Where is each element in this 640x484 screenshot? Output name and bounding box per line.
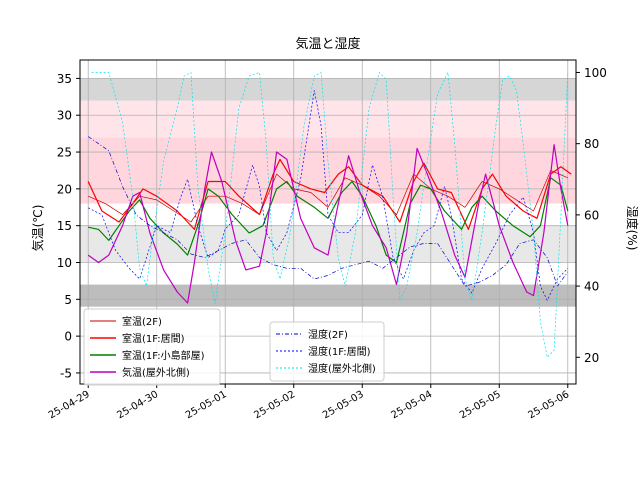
x-tick-label: 25-05-01: [184, 389, 229, 421]
y-tick-label-left: 20: [57, 182, 72, 196]
legend-humidity: 湿度(2F) 湿度(1F:居間) 湿度(屋外北側): [269, 321, 385, 382]
series-lines: [87, 72, 572, 358]
y-tick-label-left: -5: [60, 366, 72, 380]
legend-label: 湿度(1F:居間): [308, 345, 371, 358]
plot-frame: [79, 59, 577, 385]
legend-label: 湿度(2F): [308, 328, 348, 341]
x-tick-label: 25-05-06: [526, 389, 571, 421]
legend-label: 湿度(屋外北側): [308, 362, 376, 375]
y-tick-label-left: 35: [57, 72, 72, 86]
legend-temperature: 室温(2F) 室温(1F:居間) 室温(1F:小島部屋) 気温(屋外北側): [83, 308, 221, 386]
y-tick-label-right: 60: [584, 208, 599, 222]
legend-label: 室温(1F:居間): [122, 332, 185, 345]
y-tick-label-left: 25: [57, 146, 72, 160]
series-line: [87, 158, 572, 230]
legend-box: [83, 308, 221, 386]
y-tick-label-right: 40: [584, 280, 599, 294]
x-tick-label: 25-05-05: [458, 389, 503, 421]
series-line: [91, 72, 569, 358]
series-line: [88, 136, 569, 287]
chart-title: 気温と湿度: [295, 36, 360, 52]
threshold-band: [80, 137, 576, 204]
y-axis-label-left: 気温(℃): [30, 205, 45, 252]
x-tick-label: 25-05-04: [389, 389, 434, 421]
y-tick-label-right: 20: [584, 351, 599, 365]
threshold-bands: [80, 78, 576, 307]
series-line: [88, 177, 569, 264]
threshold-band: [80, 100, 576, 138]
legend-box: [269, 321, 385, 382]
series-line: [87, 144, 569, 304]
threshold-band: [80, 78, 576, 101]
y-tick-label-left: 0: [64, 330, 72, 344]
x-tick-label: 25-04-30: [115, 389, 160, 421]
threshold-band: [80, 284, 576, 307]
y-tick-label-left: 15: [57, 219, 72, 233]
y-tick-label-left: 10: [57, 256, 72, 270]
x-tick-label: 25-05-03: [321, 389, 366, 421]
y-tick-label-left: 5: [64, 293, 72, 307]
y-tick-label-right: 80: [584, 137, 599, 151]
legend-label: 室温(2F): [122, 315, 162, 328]
y-axis-label-right: 湿度(%): [625, 206, 640, 251]
x-tick-label: 25-05-02: [252, 389, 297, 421]
legend-label: 気温(屋外北側): [122, 366, 190, 379]
y-tick-label-left: 30: [57, 109, 72, 123]
legend-label: 室温(1F:小島部屋): [122, 349, 205, 362]
y-tick-label-right: 100: [584, 66, 607, 80]
x-tick-label: 25-04-29: [47, 389, 92, 421]
